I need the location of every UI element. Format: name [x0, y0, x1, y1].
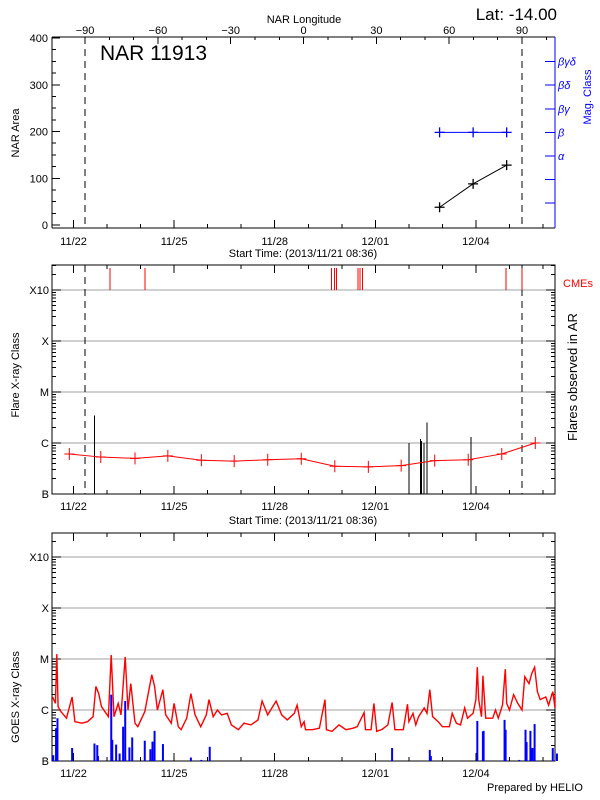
longitude-axis-title: NAR Longitude	[267, 14, 342, 26]
y-tick-label: 0	[42, 220, 48, 232]
mag-class-tick-label: βδ	[557, 80, 571, 92]
y-tick-label: X10	[29, 285, 49, 297]
x-tick-label: 11/22	[60, 501, 87, 513]
y-tick-label: X	[42, 336, 50, 348]
longitude-tick-label: 30	[370, 25, 382, 37]
background-flux-point	[496, 447, 507, 460]
x-tick-label: 11/28	[261, 236, 288, 248]
background-flux-point	[396, 459, 407, 472]
mag-class-point	[468, 127, 479, 138]
nar-area-axis-label: NAR Area	[10, 108, 22, 158]
y-tick-label: 100	[30, 173, 48, 185]
y-tick-label: 200	[30, 127, 48, 139]
y-tick-label: X10	[29, 552, 49, 564]
mag-class-tick-label: βγδ	[557, 57, 577, 69]
x-tick-label: 12/01	[362, 236, 390, 248]
background-flux-point	[262, 453, 273, 466]
nar-area-point	[468, 178, 479, 189]
background-flux-point	[463, 453, 474, 466]
x-tick-label: 12/01	[362, 768, 390, 780]
x-tick-label: 11/28	[261, 768, 288, 780]
mag-class-tick-label: α	[558, 151, 565, 163]
y-tick-label: B	[42, 489, 49, 501]
flare-class-axis-label: Flare X-ray Class	[10, 332, 22, 417]
background-flux-point	[363, 460, 374, 473]
longitude-tick-label: −90	[76, 25, 95, 37]
mag-class-tick-label: β	[557, 127, 565, 139]
long-channel-flux-line	[51, 654, 556, 733]
background-flux-point	[162, 449, 173, 462]
longitude-tick-label: 0	[300, 25, 306, 37]
x-tick-label: 12/04	[462, 236, 490, 248]
background-flux-point	[129, 452, 140, 465]
goes-flux-panel: B C M X X10 11/22 11/25 11/28 12/01 12/04	[29, 532, 558, 780]
y-tick-label: M	[40, 387, 49, 399]
goes-class-axis-label: GOES X-ray Class	[10, 651, 22, 743]
x-tick-label: 12/01	[362, 501, 390, 513]
start-time-label-top: Start Time: (2013/11/21 08:36)	[229, 248, 377, 260]
background-flux-point	[196, 454, 207, 467]
x-tick-label: 11/25	[161, 501, 188, 513]
x-tick-label: 11/22	[60, 768, 87, 780]
longitude-tick-label: −60	[149, 25, 168, 37]
prepared-by-footer: Prepared by HELIO	[487, 782, 583, 794]
background-flux-point	[296, 452, 307, 465]
plot-frame	[51, 532, 556, 762]
y-tick-label: C	[41, 438, 49, 450]
y-tick-label: B	[42, 756, 49, 768]
y-tick-label: 300	[30, 80, 48, 92]
start-time-label-middle: Start Time: (2013/11/21 08:36)	[229, 515, 377, 527]
x-tick-label: 11/28	[261, 501, 288, 513]
background-flux-point	[429, 454, 440, 467]
y-tick-label: M	[40, 654, 49, 666]
y-tick-label: C	[41, 705, 49, 717]
background-flux-point	[229, 455, 240, 468]
x-tick-label: 12/04	[462, 501, 490, 513]
x-tick-label: 11/25	[161, 768, 188, 780]
mag-class-point	[434, 127, 445, 138]
x-tick-label: 11/22	[60, 236, 87, 248]
latitude-label: Lat: -14.00	[476, 5, 557, 24]
background-flux-point	[530, 437, 541, 449]
flares-observed-axis-label: Flares observed in AR	[565, 313, 580, 441]
mag-class-axis-label: Mag. Class	[582, 69, 594, 125]
y-tick-label: X	[42, 603, 50, 615]
mag-class-point	[501, 127, 512, 138]
nar-area-point	[434, 202, 445, 213]
background-flux-point	[95, 451, 106, 464]
nar-title: NAR 11913	[100, 42, 207, 65]
background-flux-line	[69, 442, 536, 468]
plot-frame	[51, 264, 556, 495]
longitude-tick-label: −30	[221, 25, 240, 37]
x-tick-label: 11/25	[161, 236, 188, 248]
mag-class-tick-label: βγ	[557, 104, 571, 116]
x-tick-label: 12/04	[462, 768, 490, 780]
nar-area-point	[501, 160, 512, 171]
y-tick-label: 400	[30, 33, 48, 45]
longitude-tick-label: 90	[516, 25, 528, 37]
longitude-tick-label: 60	[443, 25, 455, 37]
background-flux-point	[329, 460, 340, 473]
flare-class-panel: B C M X X10 11/22 11/25 11/28 12/01 12/04	[29, 264, 556, 513]
background-flux-point	[64, 447, 75, 460]
cme-label: CMEs	[563, 278, 593, 290]
